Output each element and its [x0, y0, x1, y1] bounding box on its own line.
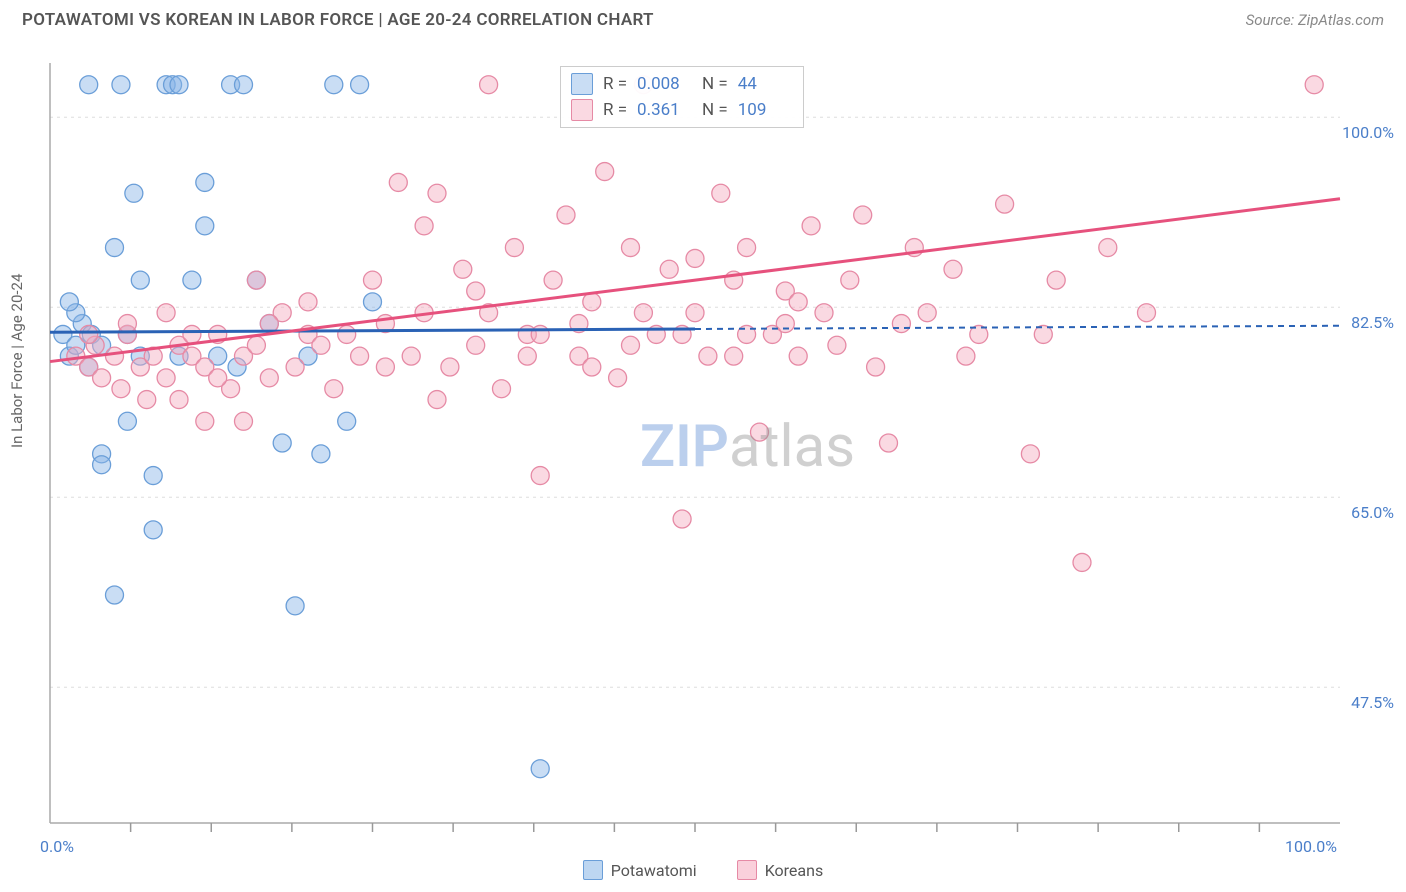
y-tick-label: 65.0%: [1351, 503, 1394, 522]
stats-row-potawatomi: R = 0.008 N = 44: [571, 71, 793, 97]
r-value-potawatomi: 0.008: [637, 74, 692, 94]
source-attribution: Source: ZipAtlas.com: [1246, 11, 1384, 29]
swatch-koreans: [571, 99, 593, 121]
legend-label-koreans: Koreans: [765, 861, 824, 880]
y-tick-label: 82.5%: [1351, 313, 1394, 332]
n-label: N =: [702, 74, 728, 94]
stats-legend: R = 0.008 N = 44 R = 0.361 N = 109: [560, 66, 804, 128]
legend-label-potawatomi: Potawatomi: [611, 861, 697, 880]
x-axis-max-label: 100.0%: [1285, 837, 1337, 856]
series-legend: Potawatomi Koreans: [0, 860, 1406, 880]
legend-item-potawatomi: Potawatomi: [583, 860, 697, 880]
y-tick-label: 100.0%: [1342, 123, 1394, 142]
n-label: N =: [702, 100, 728, 120]
y-tick-label: 47.5%: [1351, 693, 1394, 712]
n-value-potawatomi: 44: [738, 74, 793, 94]
legend-swatch-koreans: [737, 860, 757, 880]
r-label: R =: [603, 74, 627, 94]
chart-title: POTAWATOMI VS KOREAN IN LABOR FORCE | AG…: [22, 10, 654, 30]
legend-swatch-potawatomi: [583, 860, 603, 880]
legend-item-koreans: Koreans: [737, 860, 824, 880]
y-axis-label: In Labor Force | Age 20-24: [8, 274, 26, 448]
r-value-koreans: 0.361: [637, 100, 692, 120]
scatter-chart: [0, 38, 1406, 858]
swatch-potawatomi: [571, 73, 593, 95]
n-value-koreans: 109: [738, 100, 793, 120]
chart-container: In Labor Force | Age 20-24 ZIPatlas R = …: [0, 38, 1406, 883]
x-axis-min-label: 0.0%: [40, 837, 74, 856]
stats-row-koreans: R = 0.361 N = 109: [571, 97, 793, 123]
r-label: R =: [603, 100, 627, 120]
